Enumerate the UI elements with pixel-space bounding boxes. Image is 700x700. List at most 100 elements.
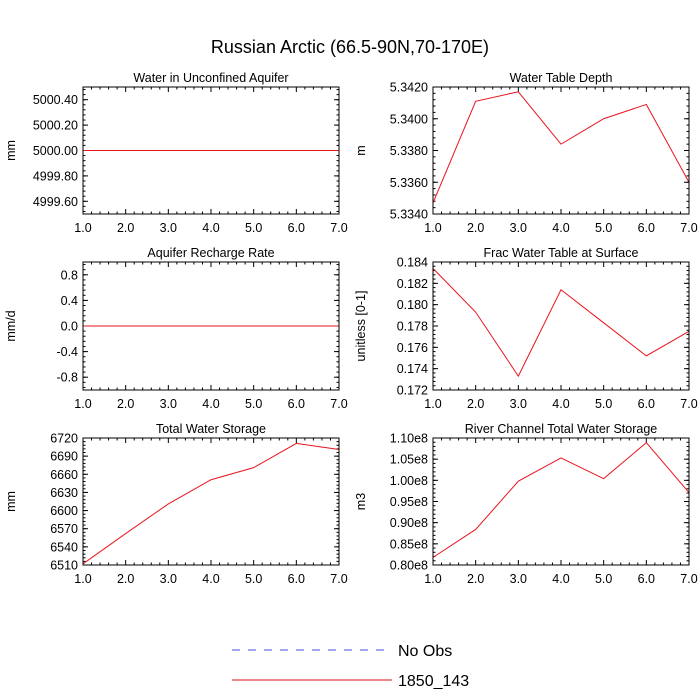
y-axis-label: mm/d xyxy=(4,310,18,341)
x-tick-label: 3.0 xyxy=(160,572,177,586)
y-tick-label: 6690 xyxy=(50,450,78,464)
y-tick-label: 5.3360 xyxy=(390,176,428,190)
x-tick-label: 5.0 xyxy=(245,397,262,411)
y-axis-label: m3 xyxy=(354,493,368,510)
x-tick-label: 2.0 xyxy=(117,221,134,235)
x-tick-label: 6.0 xyxy=(638,221,655,235)
x-tick-label: 1.0 xyxy=(74,221,91,235)
x-tick-label: 7.0 xyxy=(330,221,347,235)
plot-frame xyxy=(82,86,340,215)
y-tick-label: 0.184 xyxy=(397,256,428,270)
x-tick-label: 4.0 xyxy=(552,572,569,586)
panel-title: Aquifer Recharge Rate xyxy=(147,246,274,260)
x-tick-label: 1.0 xyxy=(424,572,441,586)
y-tick-label: 0.174 xyxy=(397,362,428,376)
y-tick-label: 0.0 xyxy=(61,320,78,334)
y-tick-label: 1.00e8 xyxy=(390,474,428,488)
x-tick-label: 5.0 xyxy=(595,221,612,235)
x-tick-label: 1.0 xyxy=(74,572,91,586)
panel-title: Total Water Storage xyxy=(156,422,266,436)
plot-frame xyxy=(432,261,690,391)
y-tick-label: 5.3420 xyxy=(390,81,428,95)
panel-4: Frac Water Table at Surface unitless [0-1… xyxy=(354,246,698,411)
y-axis-label: m xyxy=(354,145,368,155)
x-tick-label: 6.0 xyxy=(638,572,655,586)
y-axis-label: mm xyxy=(4,491,18,512)
legend-label-no-obs: No Obs xyxy=(398,643,452,660)
series-line xyxy=(432,268,690,378)
panels: Water in Unconfined Aquifer mm 1.0 2.0 3.0 4.… xyxy=(4,71,698,586)
legend: No Obs 1850_143 xyxy=(232,643,469,690)
panel-title: Water Table Depth xyxy=(510,71,613,85)
x-tick-label: 5.0 xyxy=(595,397,612,411)
y-tick-label: 6720 xyxy=(50,432,78,446)
x-tick-label: 3.0 xyxy=(160,221,177,235)
y-axis-label: unitless [0-1] xyxy=(354,291,368,362)
x-tick-label: 2.0 xyxy=(467,397,484,411)
y-tick-label: 0.182 xyxy=(397,277,428,291)
y-tick-label: 6510 xyxy=(50,559,78,573)
y-tick-label: 4999.60 xyxy=(33,195,78,209)
y-tick-label: 1.05e8 xyxy=(390,453,428,467)
plot-frame xyxy=(432,86,690,215)
y-tick-label: -0.4 xyxy=(56,345,78,359)
x-tick-label: 4.0 xyxy=(552,221,569,235)
legend-label-1850-143: 1850_143 xyxy=(398,673,469,690)
x-tick-label: 1.0 xyxy=(424,397,441,411)
y-tick-label: 0.176 xyxy=(397,341,428,355)
panel-title: Frac Water Table at Surface xyxy=(484,246,639,260)
x-tick-label: 2.0 xyxy=(117,572,134,586)
panel-6: River Channel Total Water Storage m3 1.0 2.… xyxy=(354,422,698,586)
y-tick-label: 0.90e8 xyxy=(390,516,428,530)
panel-2: Water Table Depth m 1.0 2.0 3.0 4.0 5.0 6.0 7.0 5… xyxy=(354,71,698,235)
panel-title: Water in Unconfined Aquifer xyxy=(133,71,288,85)
x-tick-label: 7.0 xyxy=(330,572,347,586)
y-tick-label: 0.172 xyxy=(397,384,428,398)
plot-frame xyxy=(432,437,690,566)
panel-5: Total Water Storage mm 1.0 2.0 3.0 4.0 5.0 6.0 7… xyxy=(4,422,348,586)
x-tick-label: 6.0 xyxy=(288,397,305,411)
series-line xyxy=(82,442,340,565)
y-axis-label: mm xyxy=(4,140,18,161)
x-tick-label: 6.0 xyxy=(288,572,305,586)
y-tick-label: 6660 xyxy=(50,468,78,482)
x-tick-label: 3.0 xyxy=(510,572,527,586)
series-line xyxy=(432,441,690,558)
y-tick-label: 0.178 xyxy=(397,320,428,334)
y-tick-label: 6570 xyxy=(50,522,78,536)
y-tick-label: 0.4 xyxy=(61,294,78,308)
x-tick-label: 7.0 xyxy=(680,397,697,411)
x-tick-label: 3.0 xyxy=(160,397,177,411)
panel-1: Water in Unconfined Aquifer mm 1.0 2.0 3.0 4.… xyxy=(4,71,348,235)
figure-title: Russian Arctic (66.5-90N,70-170E) xyxy=(211,37,489,57)
x-tick-label: 7.0 xyxy=(680,572,697,586)
plot-frame xyxy=(82,437,340,566)
x-tick-label: 7.0 xyxy=(680,221,697,235)
y-tick-label: 4999.80 xyxy=(33,169,78,183)
x-tick-label: 4.0 xyxy=(202,397,219,411)
y-tick-label: 5.3400 xyxy=(390,112,428,126)
x-tick-label: 2.0 xyxy=(467,221,484,235)
y-tick-label: 0.8 xyxy=(61,268,78,282)
y-tick-label: 5.3340 xyxy=(390,208,428,222)
y-tick-label: 0.180 xyxy=(397,298,428,312)
x-tick-label: 6.0 xyxy=(288,221,305,235)
x-tick-label: 4.0 xyxy=(202,572,219,586)
x-tick-label: 4.0 xyxy=(552,397,569,411)
x-tick-label: 6.0 xyxy=(638,397,655,411)
y-tick-label: -0.8 xyxy=(56,371,78,385)
x-tick-label: 4.0 xyxy=(202,221,219,235)
x-tick-label: 2.0 xyxy=(467,572,484,586)
y-tick-label: 6630 xyxy=(50,486,78,500)
panel-title: River Channel Total Water Storage xyxy=(465,422,658,436)
y-tick-label: 5.3380 xyxy=(390,144,428,158)
x-tick-label: 7.0 xyxy=(330,397,347,411)
y-tick-label: 0.85e8 xyxy=(390,537,428,551)
plot-frame xyxy=(82,261,340,391)
y-tick-label: 6600 xyxy=(50,504,78,518)
x-tick-label: 5.0 xyxy=(595,572,612,586)
y-tick-label: 0.80e8 xyxy=(390,559,428,573)
y-tick-label: 6540 xyxy=(50,540,78,554)
x-tick-label: 1.0 xyxy=(424,221,441,235)
